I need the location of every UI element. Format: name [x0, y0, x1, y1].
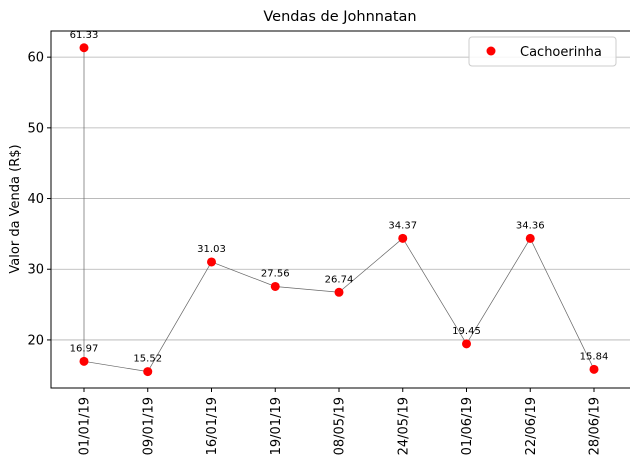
data-label: 16.97 — [70, 343, 99, 354]
legend-marker — [486, 46, 496, 56]
data-label: 19.45 — [452, 326, 481, 337]
y-tick-label: 40 — [27, 192, 44, 207]
legend-box — [468, 36, 617, 67]
data-point — [270, 281, 280, 291]
data-label: 61.33 — [70, 30, 99, 41]
data-point — [525, 233, 535, 243]
y-tick-label: 50 — [27, 121, 44, 136]
y-tick-label: 30 — [27, 263, 44, 278]
chart-title: Vendas de Johnnatan — [263, 9, 416, 25]
data-point — [79, 356, 89, 366]
data-label: 34.37 — [388, 220, 417, 231]
data-label: 34.36 — [516, 220, 545, 231]
data-point — [79, 43, 89, 53]
data-point — [207, 257, 216, 267]
data-label: 31.03 — [197, 244, 226, 255]
grid-lines — [51, 56, 630, 341]
y-axis-label: Valor da Venda (R$) — [8, 144, 23, 273]
x-tick-label: 01/06/19 — [460, 397, 475, 455]
data-label: 27.56 — [261, 268, 290, 279]
series-line — [83, 47, 595, 372]
data-label: 26.74 — [325, 274, 354, 285]
data-point — [334, 287, 344, 297]
x-tick-label: 28/06/19 — [588, 397, 603, 455]
x-tick-label: 08/05/19 — [333, 397, 348, 455]
y-tick-label: 60 — [27, 51, 44, 66]
y-axis-ticks: 20 30 40 50 60 — [27, 51, 51, 348]
x-tick-label: 24/05/19 — [396, 397, 411, 455]
data-label: 15.52 — [133, 354, 162, 365]
x-tick-label: 16/01/19 — [205, 397, 220, 455]
series-line-path — [83, 47, 595, 372]
data-point — [462, 339, 471, 349]
legend-label: Cachoerinha — [520, 45, 602, 60]
data-labels: 61.33 16.97 15.52 31.03 27.56 26.74 34.37 19.45… — [70, 30, 609, 365]
x-tick-label: 01/01/19 — [78, 397, 93, 455]
x-axis-ticks: 01/01/19 09/01/19 16/01/19 19/01/19 08/05/19… — [78, 388, 603, 455]
series-points — [79, 43, 599, 377]
x-tick-label: 22/06/19 — [524, 397, 539, 455]
data-point — [589, 364, 599, 374]
plot-frame — [50, 30, 630, 389]
data-point — [398, 233, 408, 243]
data-label: 15.84 — [580, 351, 609, 362]
legend: Cachoerinha — [468, 36, 617, 67]
x-tick-label: 09/01/19 — [141, 397, 156, 455]
data-point — [143, 367, 153, 377]
x-tick-label: 19/01/19 — [269, 397, 284, 455]
y-tick-label: 20 — [27, 333, 44, 348]
